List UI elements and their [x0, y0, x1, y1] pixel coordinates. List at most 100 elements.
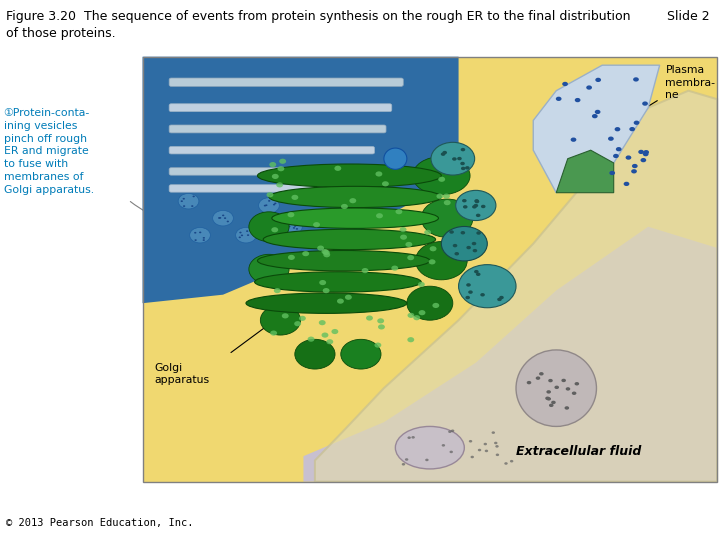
Circle shape [282, 313, 289, 319]
Circle shape [571, 138, 577, 142]
Circle shape [562, 82, 568, 86]
Circle shape [459, 265, 516, 308]
Circle shape [504, 462, 508, 465]
Ellipse shape [516, 350, 596, 427]
Circle shape [377, 318, 384, 323]
Circle shape [408, 337, 414, 342]
Text: ①Protein-conta-
ining vesicles
pinch off rough
ER and migrate
to fuse with
membr: ①Protein-conta- ining vesicles pinch off… [4, 108, 94, 195]
Ellipse shape [258, 251, 430, 271]
Circle shape [302, 251, 309, 256]
Circle shape [476, 214, 480, 217]
Circle shape [178, 193, 199, 209]
Circle shape [474, 200, 480, 203]
Circle shape [449, 450, 453, 453]
Circle shape [481, 205, 485, 208]
Circle shape [270, 330, 277, 336]
Circle shape [424, 230, 431, 235]
FancyBboxPatch shape [169, 185, 363, 192]
Circle shape [274, 288, 281, 293]
Circle shape [183, 205, 185, 207]
Polygon shape [315, 91, 717, 482]
Circle shape [405, 242, 413, 247]
Circle shape [276, 183, 283, 187]
Ellipse shape [407, 286, 453, 320]
Circle shape [474, 204, 478, 207]
Circle shape [477, 231, 481, 235]
Circle shape [442, 151, 447, 154]
Circle shape [199, 232, 202, 233]
Circle shape [240, 234, 243, 236]
FancyBboxPatch shape [143, 57, 717, 482]
Circle shape [426, 458, 428, 461]
Circle shape [361, 268, 369, 273]
Ellipse shape [415, 241, 467, 280]
Circle shape [471, 456, 474, 458]
Circle shape [548, 379, 553, 382]
Circle shape [484, 443, 487, 445]
Circle shape [463, 205, 467, 208]
Circle shape [556, 97, 562, 101]
Circle shape [595, 78, 601, 82]
Circle shape [554, 386, 559, 389]
FancyBboxPatch shape [169, 146, 374, 154]
Circle shape [318, 246, 324, 251]
Circle shape [323, 250, 330, 255]
Text: Plasma
membra-
ne: Plasma membra- ne [665, 65, 716, 100]
Circle shape [374, 342, 382, 348]
Ellipse shape [413, 157, 470, 195]
Circle shape [467, 246, 471, 249]
Circle shape [575, 98, 580, 102]
Circle shape [411, 436, 415, 438]
Circle shape [453, 244, 457, 247]
Circle shape [323, 288, 330, 293]
Ellipse shape [294, 339, 335, 369]
Circle shape [266, 192, 274, 197]
Circle shape [271, 227, 278, 232]
Circle shape [499, 296, 504, 299]
Circle shape [258, 198, 279, 213]
FancyBboxPatch shape [169, 168, 369, 175]
Circle shape [472, 205, 477, 208]
Circle shape [227, 221, 229, 222]
Ellipse shape [421, 199, 473, 237]
Circle shape [349, 198, 356, 203]
Circle shape [485, 450, 488, 452]
Circle shape [402, 463, 405, 465]
Circle shape [218, 217, 220, 219]
Ellipse shape [246, 293, 407, 313]
Circle shape [510, 460, 513, 462]
Circle shape [492, 431, 495, 434]
Circle shape [539, 372, 544, 375]
Circle shape [292, 195, 298, 200]
Circle shape [299, 316, 306, 321]
Circle shape [451, 429, 454, 432]
Circle shape [478, 449, 481, 451]
Circle shape [274, 202, 276, 204]
Circle shape [413, 315, 420, 320]
Circle shape [366, 315, 373, 321]
Circle shape [382, 181, 389, 186]
Circle shape [337, 299, 344, 303]
Circle shape [405, 458, 408, 461]
FancyBboxPatch shape [143, 57, 717, 482]
Circle shape [449, 230, 454, 234]
Circle shape [433, 303, 439, 308]
Circle shape [307, 336, 315, 342]
Circle shape [452, 157, 456, 161]
Circle shape [642, 102, 648, 106]
Circle shape [189, 227, 210, 243]
Circle shape [572, 392, 577, 395]
Text: Proteins in
cisterns: Proteins in cisterns [361, 107, 418, 130]
Circle shape [264, 205, 266, 206]
Circle shape [643, 150, 649, 154]
Circle shape [375, 171, 382, 177]
Circle shape [494, 442, 498, 444]
Circle shape [595, 110, 600, 114]
Circle shape [615, 127, 621, 131]
Circle shape [279, 159, 286, 164]
Circle shape [465, 166, 469, 170]
Circle shape [631, 169, 637, 173]
Circle shape [294, 225, 296, 227]
Circle shape [239, 232, 242, 233]
Circle shape [609, 171, 615, 175]
